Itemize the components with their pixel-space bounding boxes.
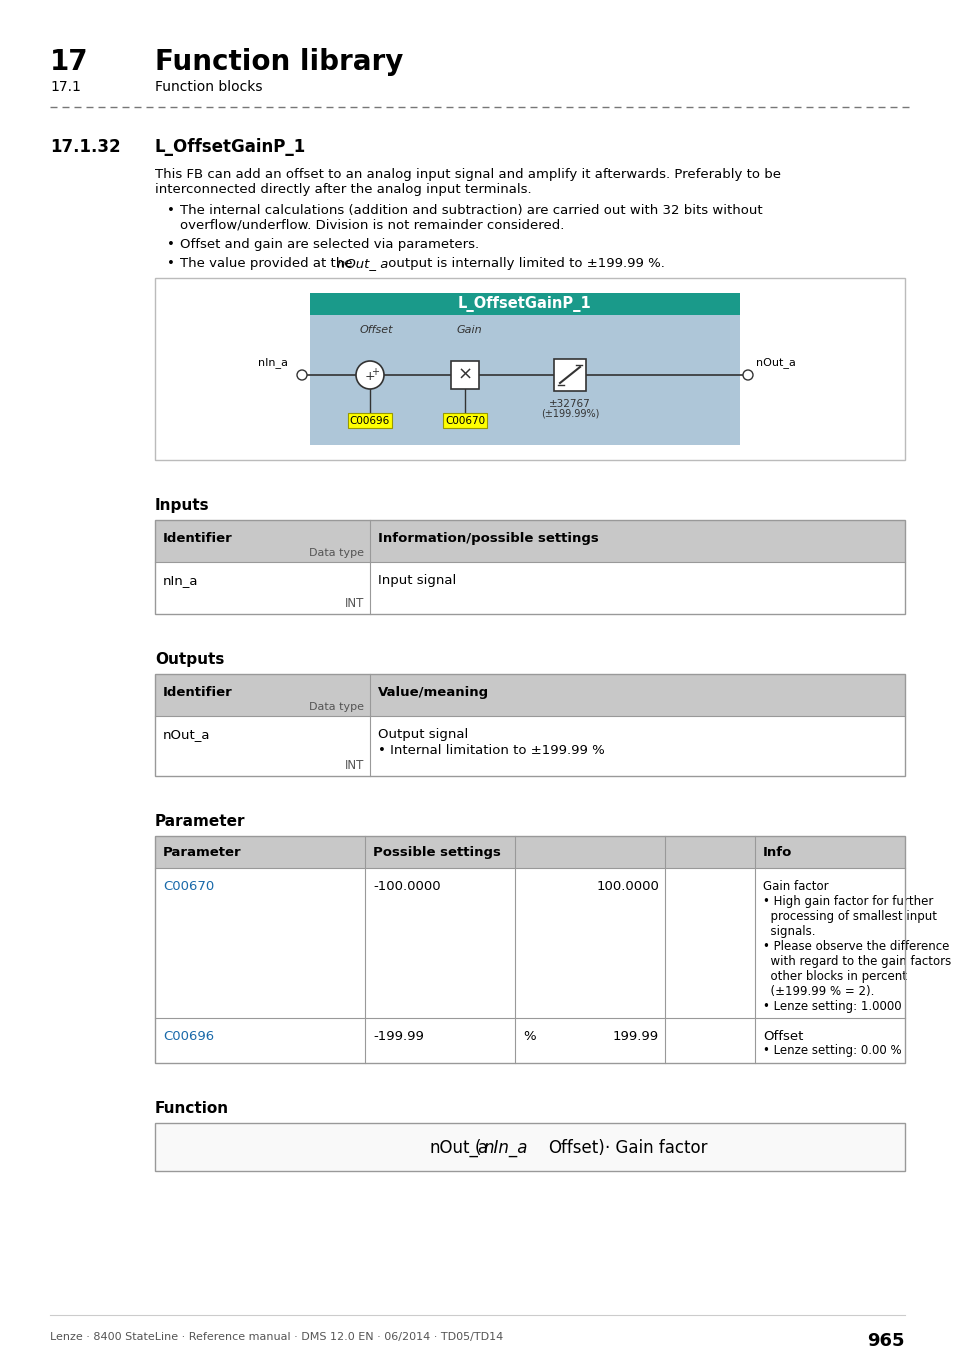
Text: L_OffsetGainP_1: L_OffsetGainP_1 <box>457 296 591 312</box>
Text: • Internal limitation to ±199.99 %: • Internal limitation to ±199.99 % <box>377 744 604 757</box>
Text: C00696: C00696 <box>163 1030 213 1044</box>
Text: • High gain factor for further: • High gain factor for further <box>762 895 932 909</box>
Bar <box>310 293 740 446</box>
Text: 965: 965 <box>866 1332 904 1350</box>
Circle shape <box>355 360 384 389</box>
Text: Value/meaning: Value/meaning <box>377 686 489 699</box>
Text: nOut_a: nOut_a <box>430 1139 489 1157</box>
Text: • Lenze setting: 1.0000: • Lenze setting: 1.0000 <box>762 1000 901 1012</box>
Text: nIn_a: nIn_a <box>482 1139 527 1157</box>
Text: Gain factor: Gain factor <box>762 880 828 892</box>
Text: -199.99: -199.99 <box>373 1030 423 1044</box>
Text: Function: Function <box>154 1102 229 1116</box>
Bar <box>348 413 392 428</box>
Text: Function library: Function library <box>154 49 403 76</box>
Text: Gain: Gain <box>456 325 482 335</box>
Bar <box>154 716 904 776</box>
Bar <box>154 278 904 460</box>
Text: other blocks in percent: other blocks in percent <box>762 971 906 983</box>
Text: processing of smallest input: processing of smallest input <box>762 910 936 923</box>
Bar <box>154 520 904 614</box>
Text: nOut_a: nOut_a <box>163 728 211 741</box>
Bar <box>154 868 904 1018</box>
Text: The value provided at the: The value provided at the <box>180 256 356 270</box>
Text: Parameter: Parameter <box>163 846 241 859</box>
Bar <box>154 836 904 868</box>
Text: Offset: Offset <box>762 1030 802 1044</box>
Text: L_OffsetGainP_1: L_OffsetGainP_1 <box>154 138 306 157</box>
Text: INT: INT <box>344 759 364 772</box>
Bar <box>154 836 904 1062</box>
Bar <box>154 562 904 614</box>
Text: C00670: C00670 <box>163 880 214 892</box>
Text: Inputs: Inputs <box>154 498 210 513</box>
Text: • Please observe the difference: • Please observe the difference <box>762 940 948 953</box>
Text: signals.: signals. <box>762 925 815 938</box>
Text: Offset and gain are selected via parameters.: Offset and gain are selected via paramet… <box>180 238 478 251</box>
Text: Offset: Offset <box>359 325 393 335</box>
Bar <box>442 413 486 428</box>
Text: +: + <box>371 367 378 377</box>
Text: Outputs: Outputs <box>154 652 224 667</box>
Text: (±199.99%): (±199.99%) <box>540 409 598 418</box>
Text: Identifier: Identifier <box>163 532 233 545</box>
Text: •: • <box>167 256 174 270</box>
Text: 100.0000: 100.0000 <box>596 880 659 892</box>
Text: with regard to the gain factors of: with regard to the gain factors of <box>762 954 953 968</box>
Text: -100.0000: -100.0000 <box>373 880 440 892</box>
Text: Identifier: Identifier <box>163 686 233 699</box>
Text: Parameter: Parameter <box>154 814 245 829</box>
Text: • Lenze setting: 0.00 %: • Lenze setting: 0.00 % <box>762 1044 901 1057</box>
Bar <box>154 674 904 716</box>
Text: · Gain factor: · Gain factor <box>604 1139 707 1157</box>
Text: nIn_a: nIn_a <box>257 358 288 369</box>
Text: ×: × <box>456 366 472 383</box>
Bar <box>451 360 478 389</box>
Text: Data type: Data type <box>309 702 364 711</box>
Text: nIn_a: nIn_a <box>163 574 198 587</box>
Text: Input signal: Input signal <box>377 574 456 587</box>
Text: Info: Info <box>762 846 792 859</box>
Text: 17: 17 <box>50 49 89 76</box>
Text: •: • <box>167 238 174 251</box>
Text: Lenze · 8400 StateLine · Reference manual · DMS 12.0 EN · 06/2014 · TD05/TD14: Lenze · 8400 StateLine · Reference manua… <box>50 1332 503 1342</box>
Text: (: ( <box>475 1139 481 1157</box>
Text: +: + <box>365 370 375 383</box>
Bar <box>310 293 740 315</box>
Text: 199.99: 199.99 <box>612 1030 659 1044</box>
Text: The internal calculations (addition and subtraction) are carried out with 32 bit: The internal calculations (addition and … <box>180 204 761 217</box>
Text: interconnected directly after the analog input terminals.: interconnected directly after the analog… <box>154 184 531 196</box>
Text: •: • <box>167 204 174 217</box>
Bar <box>554 359 585 392</box>
Text: nOut_ a: nOut_ a <box>336 256 388 270</box>
Text: 17.1.32: 17.1.32 <box>50 138 120 157</box>
Circle shape <box>742 370 752 379</box>
Text: nOut_a: nOut_a <box>755 358 795 369</box>
Text: C00696: C00696 <box>350 416 390 425</box>
Text: This FB can add an offset to an analog input signal and amplify it afterwards. P: This FB can add an offset to an analog i… <box>154 167 781 181</box>
Text: Offset): Offset) <box>547 1139 604 1157</box>
Text: INT: INT <box>344 597 364 610</box>
Text: (±199.99 % = 2).: (±199.99 % = 2). <box>762 986 874 998</box>
Text: %: % <box>522 1030 535 1044</box>
Circle shape <box>296 370 307 379</box>
Text: Information/possible settings: Information/possible settings <box>377 532 598 545</box>
Text: overflow/underflow. Division is not remainder considered.: overflow/underflow. Division is not rema… <box>180 217 564 231</box>
Text: Data type: Data type <box>309 548 364 558</box>
Text: Possible settings: Possible settings <box>373 846 500 859</box>
Text: Function blocks: Function blocks <box>154 80 262 94</box>
Bar <box>154 1018 904 1062</box>
Text: Output signal: Output signal <box>377 728 468 741</box>
Text: C00670: C00670 <box>444 416 484 425</box>
Bar <box>154 520 904 562</box>
Text: 17.1: 17.1 <box>50 80 81 94</box>
Text: output is internally limited to ±199.99 %.: output is internally limited to ±199.99 … <box>384 256 664 270</box>
Bar <box>154 674 904 776</box>
Text: ±32767: ±32767 <box>549 400 590 409</box>
Bar <box>154 1123 904 1170</box>
